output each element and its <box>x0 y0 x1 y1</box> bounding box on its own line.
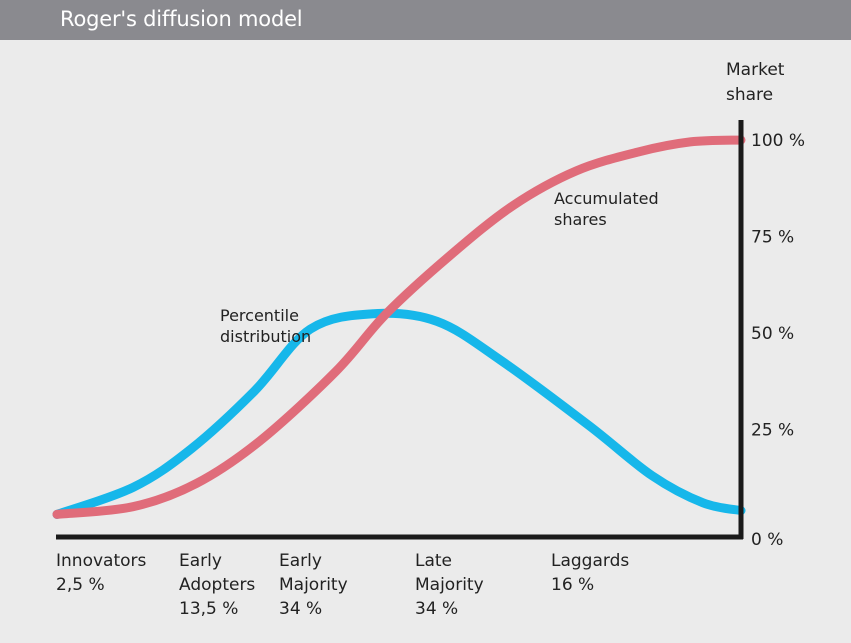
y-tick-label: 50 % <box>751 324 794 344</box>
category-label-line: Laggards <box>551 551 629 571</box>
series-label-line: Accumulated <box>554 189 659 208</box>
y-tick-label: 100 % <box>751 131 805 151</box>
category-early-adopters: Early Adopters 13,5 % <box>179 551 261 619</box>
y-axis-title: Market share <box>726 60 790 105</box>
curves <box>52 135 746 519</box>
y-axis-title-line: Market <box>726 60 785 80</box>
y-tick-label: 0 % <box>751 530 783 550</box>
category-label-line: Majority <box>415 575 484 595</box>
series-label-line: shares <box>554 210 607 229</box>
y-tick-labels: 0 % 25 % 50 % 75 % 100 % <box>751 131 805 550</box>
chart-title: Roger's diffusion model <box>60 7 303 31</box>
category-labels: Innovators 2,5 % Early Adopters 13,5 % E… <box>56 551 635 619</box>
series-label-line: Percentile <box>220 306 299 325</box>
category-label-line: 34 % <box>415 599 458 619</box>
series-label-percentile-distribution: Percentile distribution <box>220 306 311 346</box>
category-label-line: Early <box>179 551 222 571</box>
category-label-line: Adopters <box>179 575 255 595</box>
category-label-line: Majority <box>279 575 348 595</box>
category-late-majority: Late Majority 34 % <box>415 551 489 619</box>
percentile-distribution-line <box>52 308 746 519</box>
category-label-line: 16 % <box>551 575 594 595</box>
category-label-line: Early <box>279 551 322 571</box>
y-tick-label: 75 % <box>751 228 794 248</box>
category-label-line: Innovators <box>56 551 146 571</box>
category-laggards: Laggards 16 % <box>551 551 635 595</box>
accumulated-shares-line <box>52 135 746 519</box>
title-bar: Roger's diffusion model <box>0 0 851 40</box>
series-label-accumulated-shares: Accumulated shares <box>554 189 664 229</box>
category-innovators: Innovators 2,5 % <box>56 551 152 595</box>
category-label-line: 13,5 % <box>179 599 238 619</box>
category-early-majority: Early Majority 34 % <box>279 551 353 619</box>
series-label-line: distribution <box>220 327 311 346</box>
category-label-line: 34 % <box>279 599 322 619</box>
y-tick-label: 25 % <box>751 421 794 441</box>
category-label-line: 2,5 % <box>56 575 105 595</box>
category-label-line: Late <box>415 551 452 571</box>
y-axis-title-line: share <box>726 85 773 105</box>
